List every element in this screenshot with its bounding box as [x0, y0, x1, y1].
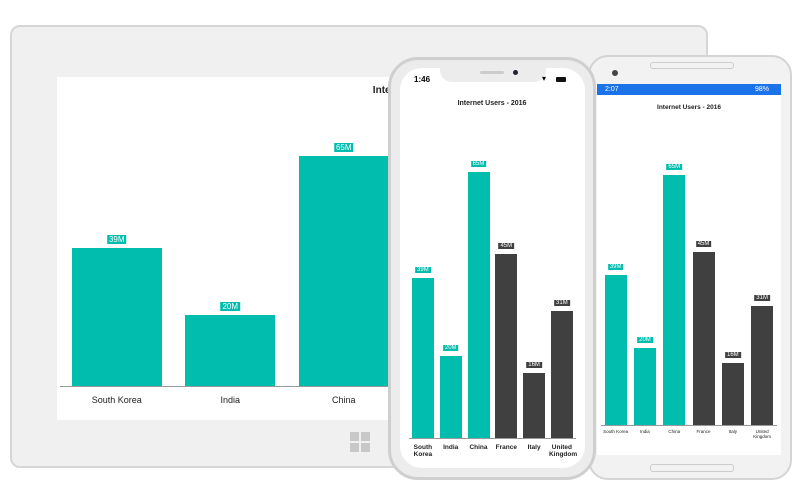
tablet-bar-china[interactable] — [298, 155, 389, 386]
tablet-category-label: India — [220, 395, 241, 405]
iphone-category-label: India — [443, 444, 459, 451]
iphone-bar-france[interactable] — [495, 253, 518, 438]
android-battery: 98% — [754, 86, 769, 93]
wifi-icon: ▾ — [542, 74, 547, 83]
android-category-label: South Korea — [603, 429, 629, 434]
android-data-label: 65M — [666, 163, 683, 170]
android-screen: Internet Users - 2016 39M South Korea 20M In… — [597, 84, 781, 455]
android-bar-united-kingdom[interactable] — [751, 305, 774, 425]
android-speaker — [650, 62, 734, 69]
android-category-label: China — [668, 429, 681, 434]
iphone-bar-south-korea[interactable] — [411, 278, 434, 438]
iphone-speaker — [480, 71, 504, 74]
android-status-bar: 2:07 98% — [597, 84, 781, 95]
iphone-category-label: United Kingdom — [548, 444, 578, 459]
tablet-bar-india[interactable] — [185, 315, 276, 386]
tablet-bar-south-korea[interactable] — [71, 247, 162, 386]
android-bar-china[interactable] — [663, 174, 686, 425]
android-bar-france[interactable] — [692, 251, 715, 425]
iphone-data-label: 39M — [415, 267, 431, 274]
android-bar-south-korea[interactable] — [604, 274, 627, 425]
iphone-notch — [440, 68, 546, 82]
iphone-bar-italy[interactable] — [523, 372, 546, 438]
android-home-bar — [650, 464, 734, 472]
android-category-label: France — [696, 429, 711, 434]
android-data-label: 45M — [695, 240, 712, 247]
android-data-label: 16M — [725, 352, 741, 359]
tablet-x-axis — [60, 386, 657, 387]
tablet-category-label: China — [331, 395, 356, 405]
android-bar-india[interactable] — [633, 348, 656, 425]
iphone-screen: Internet Users - 2016 39M South Korea 20M In… — [400, 68, 585, 468]
windows-logo-icon — [350, 432, 370, 452]
android-category-label: United Kingdom — [753, 429, 772, 440]
android-bar-italy[interactable] — [721, 363, 744, 425]
tablet-data-label: 39M — [106, 234, 127, 244]
iphone-chart-title: Internet Users - 2016 — [457, 100, 527, 107]
android-category-label: Italy — [728, 429, 737, 434]
iphone-x-axis — [409, 438, 576, 439]
iphone-category-label: France — [495, 444, 517, 451]
iphone-category-label: South Korea — [413, 444, 433, 459]
iphone-bar-china[interactable] — [467, 172, 490, 438]
iphone-category-label: China — [469, 444, 488, 451]
android-x-axis — [601, 425, 777, 426]
iphone-category-label: Italy — [527, 444, 541, 451]
tablet-data-label: 20M — [220, 302, 241, 312]
iphone-data-label: 65M — [470, 161, 487, 168]
iphone-bar-india[interactable] — [439, 356, 462, 438]
iphone-bar-united-kingdom[interactable] — [550, 311, 573, 438]
android-camera-icon — [612, 70, 618, 76]
android-category-label: India — [640, 429, 650, 434]
android-chart-title: Internet Users - 2016 — [657, 104, 721, 111]
tablet-category-label: South Korea — [91, 395, 142, 405]
android-time: 2:07 — [605, 86, 619, 93]
iphone-data-label: 20M — [442, 345, 459, 352]
android-data-label: 39M — [607, 263, 624, 270]
iphone-data-label: 31M — [554, 300, 570, 307]
android-data-label: 20M — [637, 337, 653, 343]
battery-icon — [556, 77, 566, 82]
iphone-data-label: 16M — [526, 361, 542, 368]
iphone-camera-icon — [513, 70, 518, 75]
android-data-label: 31M — [754, 294, 770, 301]
tablet-data-label: 65M — [333, 142, 354, 152]
iphone-time: 1:46 — [414, 75, 431, 84]
iphone-data-label: 45M — [498, 242, 515, 249]
